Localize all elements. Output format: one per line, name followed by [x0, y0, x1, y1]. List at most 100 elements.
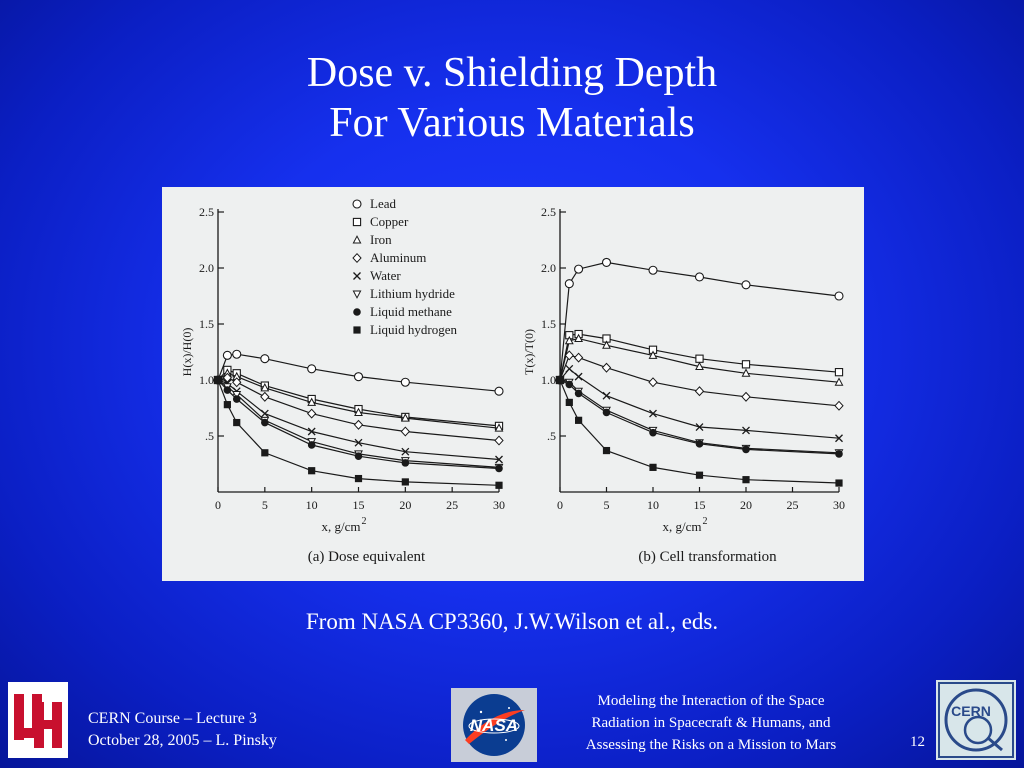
data-point-aluminum — [400, 426, 411, 437]
data-point-lead — [741, 280, 751, 290]
data-point-liquid-hydrogen — [695, 471, 704, 479]
data-point-aluminum — [222, 372, 233, 383]
footer-desc-line3: Assessing the Risks on a Mission to Mars — [585, 737, 837, 753]
data-point-water — [742, 426, 750, 435]
data-point-lead — [222, 350, 232, 360]
data-point-iron — [400, 413, 410, 422]
data-point-iron — [741, 368, 751, 377]
legend-marker-copper — [352, 217, 362, 227]
legend-label: Iron — [370, 232, 392, 247]
x-tick-label: 20 — [399, 498, 411, 512]
x-tick-label: 10 — [306, 498, 318, 512]
data-point-lead — [694, 272, 705, 282]
data-point-lead — [307, 364, 317, 374]
data-point-liquid-hydrogen — [556, 376, 564, 384]
y-axis-label: H(x)/H(0) — [180, 328, 194, 377]
legend-marker-iron — [352, 235, 362, 244]
data-point-water-stroke — [495, 455, 503, 464]
footer-desc-line2: Radiation in Spacecraft & Humans, and — [591, 715, 831, 731]
data-point-aluminum — [353, 419, 364, 430]
data-point-water-stroke — [835, 434, 843, 443]
data-point-lithium-hydride — [232, 391, 242, 400]
data-point-aluminum — [601, 362, 612, 373]
data-point-water-stroke — [354, 438, 363, 447]
data-point-water — [602, 391, 611, 400]
data-point-lead — [564, 279, 574, 289]
x-axis-label: x, g/cm — [322, 519, 361, 534]
data-point-iron — [307, 397, 317, 406]
y-tick-label: 1.0 — [541, 373, 556, 387]
data-point-copper — [834, 368, 844, 377]
data-point-lead — [574, 264, 584, 274]
data-point-liquid-hydrogen — [401, 478, 409, 486]
slide-title-line1: Dose v. Shielding Depth — [306, 50, 718, 96]
data-point-liquid-hydrogen — [649, 463, 657, 471]
legend-marker-water-stroke — [353, 272, 361, 280]
nasa-logo-text: NASA — [470, 716, 518, 735]
data-point-iron — [354, 407, 363, 416]
y-tick-label: 1.5 — [541, 317, 556, 331]
x-tick-label: 30 — [833, 498, 845, 512]
data-point-lead — [601, 257, 612, 267]
data-point-liquid-methane — [649, 428, 657, 437]
data-point-water — [695, 423, 704, 431]
slide-title: Dose v. Shielding Depth For Various Mate… — [0, 48, 1024, 148]
data-point-liquid-hydrogen — [261, 449, 269, 457]
data-point-liquid-methane — [742, 445, 750, 454]
footer-date-author: October 28, 2005 – L. Pinsky — [88, 732, 277, 749]
data-point-water — [354, 438, 363, 447]
legend-marker-lead — [352, 199, 362, 209]
x-axis-label-sup: 2 — [703, 516, 708, 527]
data-point-water-stroke — [649, 409, 657, 418]
legend-marker-water — [353, 272, 361, 280]
data-point-aluminum — [834, 400, 844, 411]
legend-label: Liquid hydrogen — [370, 322, 458, 337]
data-point-liquid-methane — [695, 440, 704, 448]
series-line-liquid-hydrogen — [217, 379, 500, 486]
data-point-water — [565, 364, 574, 373]
data-point-aluminum — [260, 391, 270, 402]
y-tick-label: 2.5 — [541, 205, 556, 219]
data-point-aluminum — [573, 352, 584, 363]
data-point-water — [835, 434, 843, 443]
data-point-liquid-hydrogen — [742, 476, 750, 484]
data-point-water — [495, 455, 503, 464]
data-point-water-stroke — [695, 423, 704, 431]
x-tick-label: 15 — [694, 498, 706, 512]
data-point-water-stroke — [260, 409, 269, 418]
nasa-logo: NASA — [451, 688, 537, 762]
data-point-liquid-hydrogen — [354, 474, 363, 483]
data-point-liquid-hydrogen — [233, 418, 241, 427]
data-point-aluminum — [564, 350, 574, 361]
data-point-liquid-hydrogen — [223, 401, 231, 409]
data-point-water — [574, 372, 583, 381]
figure-panel: .5 1.0 1.5 2.0 2.5 0 5 10 15 20 25 30 H(x)/H(0) x, g/… — [162, 187, 864, 581]
y-tick-label: 2.0 — [199, 261, 214, 275]
data-point-liquid-methane — [565, 380, 574, 389]
data-point-aluminum — [494, 435, 504, 446]
data-point-liquid-hydrogen — [565, 398, 573, 406]
data-point-aluminum — [694, 386, 705, 397]
data-point-water-stroke — [574, 372, 583, 381]
footer-course: CERN Course – Lecture 3 — [88, 710, 257, 727]
chart-caption: (b) Cell transformation — [638, 549, 777, 565]
x-tick-label: 5 — [604, 498, 610, 512]
data-point-liquid-methane — [835, 450, 843, 458]
data-point-copper — [741, 360, 751, 369]
data-point-liquid-methane — [232, 395, 241, 403]
x-tick-label: 25 — [446, 498, 458, 512]
data-point-water-stroke — [307, 427, 316, 436]
x-tick-label: 10 — [647, 498, 659, 512]
x-tick-label: 20 — [740, 498, 752, 512]
data-point-lead — [232, 349, 242, 359]
footer-desc-line1: Modeling the Interaction of the Space — [597, 693, 825, 709]
x-axis-label: x, g/cm — [663, 519, 702, 534]
y-tick-label: 2.5 — [199, 205, 214, 219]
data-point-lead — [834, 291, 844, 301]
legend-marker-lithium-hydride — [352, 290, 362, 299]
data-point-water — [401, 447, 410, 456]
data-point-lead — [260, 354, 270, 364]
legend-label: Lead — [370, 196, 396, 211]
data-point-liquid-methane — [354, 452, 363, 460]
data-point-liquid-methane — [261, 418, 269, 427]
